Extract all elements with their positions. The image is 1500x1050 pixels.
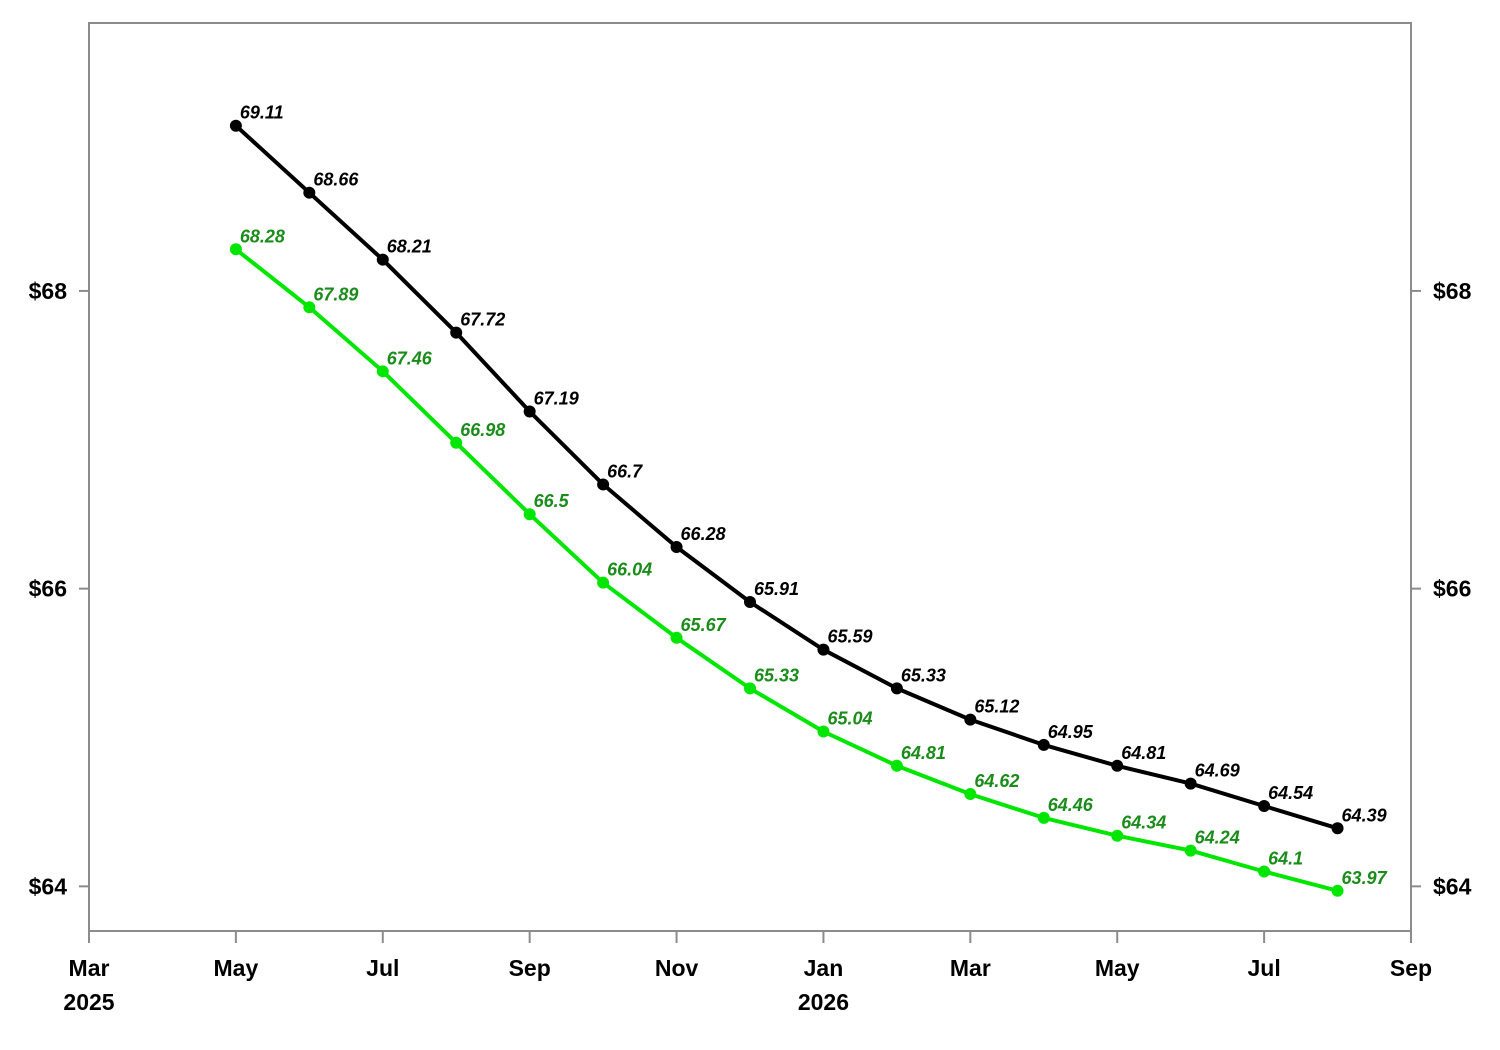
- x-tick-label-month: Mar: [950, 955, 991, 981]
- data-label: 67.89: [313, 284, 358, 304]
- y-tick-label-right: $66: [1433, 576, 1471, 602]
- data-point: [744, 596, 756, 609]
- y-axis-left: $64 $66 $68: [29, 278, 89, 899]
- data-point: [1111, 759, 1124, 772]
- data-point: [1184, 777, 1197, 790]
- data-label: 64.95: [1048, 722, 1094, 742]
- x-tick-label-month: May: [1095, 955, 1140, 981]
- data-label: 66.28: [681, 524, 726, 544]
- data-point: [376, 253, 389, 266]
- x-axis: Mar 2025 May Jul Sep Nov Jan 2026 Mar May Jul Sep: [63, 931, 1432, 1015]
- data-point: [964, 713, 977, 726]
- data-label: 66.04: [607, 560, 652, 580]
- x-tick-label-year: 2025: [63, 989, 114, 1015]
- data-label: 67.46: [387, 348, 433, 368]
- series-2: 68.28 67.89 67.46 66.98 66.5 66.04 65.67 65.33 6…: [229, 226, 1388, 897]
- data-point: [450, 436, 463, 449]
- data-label: 67.72: [460, 310, 505, 330]
- y-tick-label-left: $68: [29, 278, 68, 304]
- data-point: [1184, 844, 1197, 857]
- data-label: 68.66: [313, 170, 359, 190]
- data-label: 64.81: [1121, 743, 1166, 763]
- x-tick-label-month: Sep: [509, 955, 551, 981]
- data-label: 68.28: [240, 226, 285, 246]
- data-label: 64.46: [1048, 795, 1094, 815]
- data-label: 65.04: [827, 709, 872, 729]
- data-point: [597, 478, 610, 491]
- data-point: [523, 508, 536, 521]
- data-point: [303, 301, 316, 314]
- x-tick-label-year: 2026: [798, 989, 849, 1015]
- data-point: [890, 682, 903, 695]
- series-layer: 69.1168.6668.2167.7267.1966.766.2865.916…: [229, 103, 1388, 897]
- data-point: [1258, 799, 1271, 812]
- y-tick-label-left: $66: [29, 576, 67, 602]
- data-point: [523, 405, 536, 418]
- data-point: [597, 576, 610, 589]
- data-label: 64.81: [901, 743, 946, 763]
- data-label: 65.67: [681, 615, 727, 635]
- data-point: [817, 725, 830, 738]
- series-line: [234, 124, 1339, 831]
- data-label: 64.62: [974, 771, 1019, 791]
- x-tick-label-month: Sep: [1390, 955, 1432, 981]
- x-tick-label-month: Nov: [655, 955, 699, 981]
- data-point: [890, 759, 903, 772]
- data-label: 65.33: [754, 665, 799, 685]
- data-label: 64.69: [1195, 761, 1240, 781]
- x-tick-label-month: Jul: [366, 955, 399, 981]
- series-line: [234, 247, 1339, 893]
- y-axis-right: $64 $66 $68: [1411, 278, 1472, 899]
- data-label: 68.21: [387, 237, 432, 257]
- data-point: [1331, 822, 1344, 835]
- data-label: 64.24: [1195, 828, 1240, 848]
- data-point: [376, 365, 389, 378]
- data-point: [744, 682, 756, 695]
- data-point: [670, 540, 683, 553]
- data-label: 64.39: [1342, 805, 1387, 825]
- data-label: 64.54: [1268, 783, 1313, 803]
- data-point: [964, 788, 977, 801]
- data-point: [1037, 811, 1050, 824]
- data-point: [1037, 738, 1050, 751]
- y-tick-label-right: $64: [1433, 873, 1472, 899]
- data-label: 66.98: [460, 420, 505, 440]
- x-tick-label-month: Jul: [1247, 955, 1280, 981]
- data-label: 65.12: [974, 697, 1019, 717]
- data-label: 65.59: [827, 627, 872, 647]
- data-label: 64.1: [1268, 848, 1303, 868]
- data-point: [229, 243, 242, 256]
- data-label: 65.91: [754, 579, 799, 599]
- data-point: [450, 326, 463, 339]
- data-point: [303, 186, 316, 199]
- data-point: [1258, 865, 1271, 878]
- data-point: [1111, 829, 1124, 842]
- series-1: 69.11 68.66 68.21 67.72 67.19 66.7 66.28 65.91 6…: [229, 103, 1387, 835]
- data-label: 67.19: [534, 389, 579, 409]
- data-point: [670, 631, 683, 644]
- y-tick-label-left: $64: [29, 873, 68, 899]
- x-tick-label-month: May: [214, 955, 259, 981]
- data-label: 66.7: [607, 461, 643, 481]
- data-label: 64.34: [1121, 813, 1166, 833]
- y-tick-label-right: $68: [1433, 278, 1472, 304]
- data-point: [1331, 884, 1344, 897]
- data-label: 66.5: [534, 491, 570, 511]
- data-label: 69.11: [240, 103, 284, 123]
- x-tick-label-month: Mar: [69, 955, 110, 981]
- data-label: 63.97: [1342, 868, 1388, 888]
- plot-area: [88, 22, 1412, 932]
- data-point: [817, 643, 830, 656]
- data-label: 65.33: [901, 665, 946, 685]
- x-tick-label-month: Jan: [804, 955, 844, 981]
- data-point: [229, 119, 242, 132]
